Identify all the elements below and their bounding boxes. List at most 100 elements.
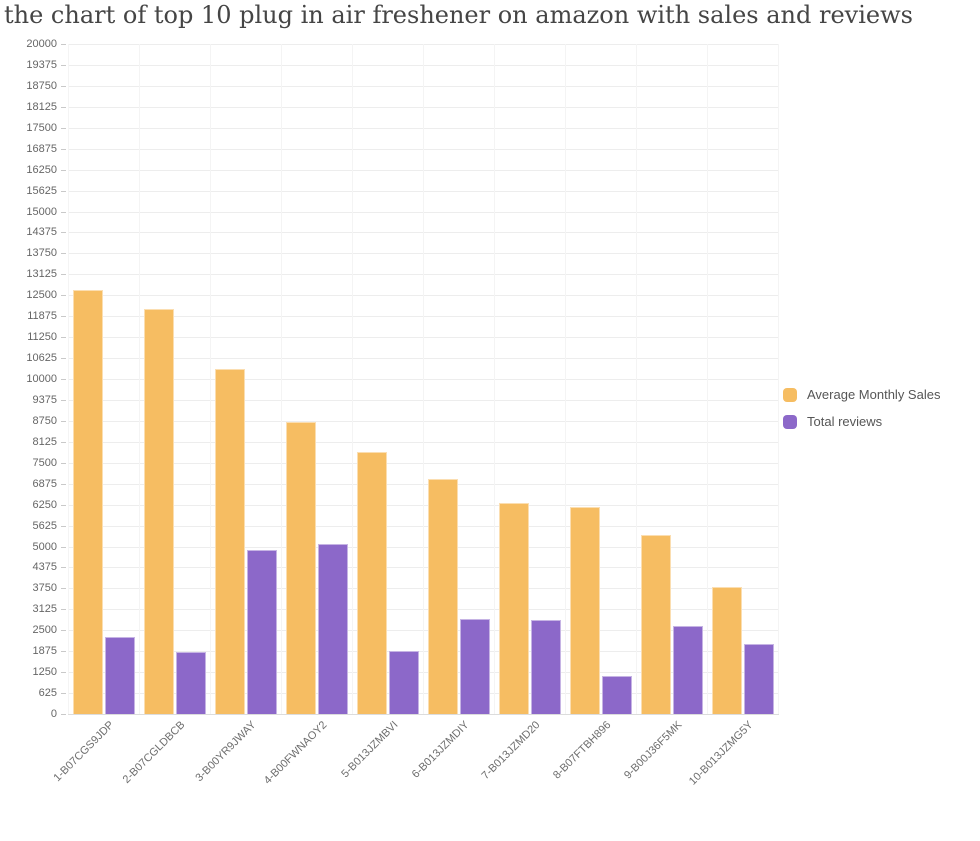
y-tick-mark xyxy=(61,148,66,150)
y-tick-label: 8750 xyxy=(32,414,57,427)
legend-label-average-monthly-sales: Average Monthly Sales xyxy=(807,387,941,402)
y-tick-mark xyxy=(61,337,66,339)
bar-total-reviews-7-b013jzmd20[interactable] xyxy=(530,620,561,714)
bar-total-reviews-8-b07ftbh896[interactable] xyxy=(601,675,632,714)
bar-average-monthly-sales-7-b013jzmd20[interactable] xyxy=(498,502,529,714)
y-tick-mark xyxy=(61,651,66,653)
y-tick-label: 4375 xyxy=(32,561,57,574)
bar-average-monthly-sales-2-b07cgldbcb[interactable] xyxy=(143,309,174,714)
y-tick-label: 5000 xyxy=(32,540,57,553)
bar-total-reviews-10-b013jzmg5y[interactable] xyxy=(743,644,774,714)
y-tick-mark xyxy=(61,462,66,464)
legend-label-total-reviews: Total reviews xyxy=(807,414,883,429)
y-tick-mark xyxy=(61,546,66,548)
x-category-label: 9-B00J36F5MK xyxy=(621,719,684,782)
y-tick-label: 14375 xyxy=(26,226,57,239)
bar-average-monthly-sales-5-b013jzmbvi[interactable] xyxy=(356,452,387,714)
bar-average-monthly-sales-8-b07ftbh896[interactable] xyxy=(569,506,600,714)
v-gridline xyxy=(565,44,566,714)
bar-average-monthly-sales-6-b013jzmdiy[interactable] xyxy=(427,478,458,714)
x-category-label: 10-B013JZMG5Y xyxy=(686,719,755,788)
bar-average-monthly-sales-4-b00fwnaoy2[interactable] xyxy=(285,421,316,714)
bar-total-reviews-4-b00fwnaoy2[interactable] xyxy=(317,543,348,714)
legend-item-average-monthly-sales[interactable]: Average Monthly Sales xyxy=(783,388,940,402)
y-tick-label: 0 xyxy=(50,708,57,720)
y-tick-label: 13125 xyxy=(26,268,57,281)
bar-total-reviews-5-b013jzmbvi[interactable] xyxy=(388,650,419,714)
y-tick-label: 18125 xyxy=(26,100,57,113)
y-tick-label: 17500 xyxy=(26,121,57,134)
y-tick-label: 18750 xyxy=(26,79,57,92)
legend-item-total-reviews[interactable]: Total reviews xyxy=(783,415,940,429)
bar-average-monthly-sales-1-b07cgs9jdp[interactable] xyxy=(72,290,103,714)
v-gridline xyxy=(494,44,495,714)
y-tick-mark xyxy=(61,441,66,443)
y-tick-mark xyxy=(61,232,66,234)
y-tick-label: 1875 xyxy=(32,645,57,658)
y-tick-mark xyxy=(61,672,66,674)
legend: Average Monthly Sales Total reviews xyxy=(783,388,940,442)
y-tick-mark xyxy=(61,379,66,380)
y-tick-mark xyxy=(61,211,66,213)
y-tick-label: 15000 xyxy=(26,205,57,218)
bar-average-monthly-sales-10-b013jzmg5y[interactable] xyxy=(711,586,742,714)
y-tick-mark xyxy=(61,358,66,360)
y-tick-mark xyxy=(61,567,66,569)
bar-average-monthly-sales-9-b00j36f5mk[interactable] xyxy=(640,535,671,714)
x-category-label: 3-B00YR9JWAY xyxy=(192,719,258,785)
y-tick-mark xyxy=(61,693,66,695)
y-tick-label: 10000 xyxy=(26,373,57,385)
y-tick-label: 16250 xyxy=(26,163,57,176)
bar-total-reviews-3-b00yr9jway[interactable] xyxy=(246,550,277,714)
x-category-label: 8-B07FTBH896 xyxy=(550,719,613,782)
v-gridline xyxy=(352,44,353,714)
y-tick-mark xyxy=(61,420,66,422)
bar-total-reviews-6-b013jzmdiy[interactable] xyxy=(459,618,490,714)
y-tick-label: 6875 xyxy=(32,477,57,490)
x-category-label: 1-B07CGS9JDP xyxy=(50,719,116,785)
bar-average-monthly-sales-3-b00yr9jway[interactable] xyxy=(214,369,245,714)
v-gridline xyxy=(636,44,637,714)
y-tick-mark xyxy=(61,525,66,527)
y-tick-mark xyxy=(61,483,66,485)
y-tick-mark xyxy=(61,106,66,108)
y-tick-mark xyxy=(61,190,66,192)
y-tick-mark xyxy=(61,44,66,45)
y-tick-label: 16875 xyxy=(26,142,57,155)
legend-swatch-total-reviews xyxy=(783,415,797,429)
bar-total-reviews-9-b00j36f5mk[interactable] xyxy=(672,626,703,714)
y-tick-label: 11250 xyxy=(27,331,57,344)
v-gridline xyxy=(423,44,424,714)
y-tick-mark xyxy=(61,85,66,87)
y-tick-mark xyxy=(61,253,66,255)
y-tick-label: 8125 xyxy=(32,435,57,448)
y-tick-mark xyxy=(61,588,66,590)
y-tick-label: 19375 xyxy=(26,58,57,71)
x-axis-line xyxy=(68,714,779,715)
plot-area xyxy=(68,44,779,714)
y-tick-mark xyxy=(61,630,66,632)
y-tick-mark xyxy=(61,316,66,318)
y-tick-mark xyxy=(61,399,66,401)
x-category-label: 2-B07CGLDBCB xyxy=(120,719,187,786)
y-tick-label: 1250 xyxy=(32,666,57,679)
page-title: the chart of top 10 plug in air freshene… xyxy=(4,1,913,29)
y-tick-mark xyxy=(61,64,66,66)
y-tick-mark xyxy=(61,169,66,171)
bar-total-reviews-2-b07cgldbcb[interactable] xyxy=(175,652,206,714)
v-gridline xyxy=(210,44,211,714)
v-gridline xyxy=(68,44,69,714)
bar-total-reviews-1-b07cgs9jdp[interactable] xyxy=(104,637,135,714)
x-category-label: 7-B013JZMD20 xyxy=(479,719,542,782)
y-tick-label: 12500 xyxy=(26,289,57,302)
y-tick-mark xyxy=(61,714,66,715)
v-gridline xyxy=(707,44,708,714)
x-category-label: 6-B013JZMDIY xyxy=(409,719,471,781)
y-tick-mark xyxy=(61,127,66,129)
y-tick-label: 10625 xyxy=(26,352,57,365)
v-gridline xyxy=(139,44,140,714)
y-tick-label: 9375 xyxy=(32,393,57,406)
y-tick-label: 15625 xyxy=(26,184,57,197)
y-tick-label: 7500 xyxy=(32,456,57,469)
y-tick-mark xyxy=(61,609,66,611)
